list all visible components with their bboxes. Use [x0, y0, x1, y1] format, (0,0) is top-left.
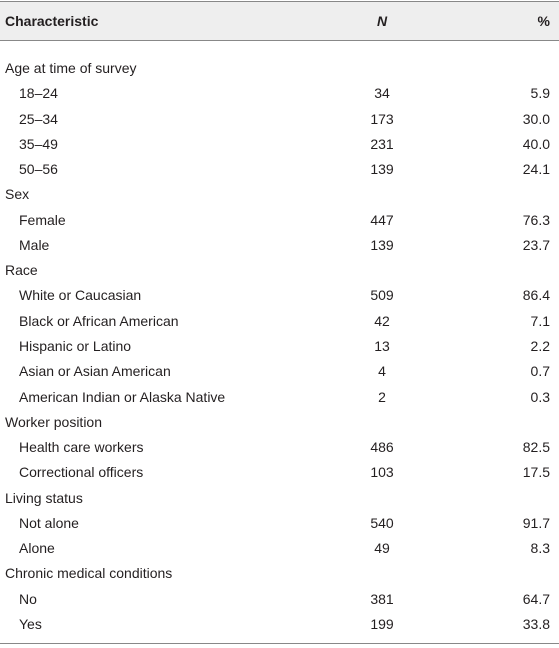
header-background: [0, 2, 559, 40]
row-label: White or Caucasian: [19, 287, 142, 304]
n-value: 199: [370, 615, 394, 632]
percent-value: 33.8: [522, 615, 550, 632]
n-value: 540: [370, 514, 394, 531]
row-label: Male: [19, 236, 50, 253]
percent-value: 40.0: [522, 135, 550, 152]
row-label: Yes: [19, 615, 42, 632]
row-label: Alone: [19, 540, 55, 557]
percent-value: 30.0: [522, 110, 550, 127]
percent-value: 17.5: [522, 464, 550, 481]
n-value: 139: [370, 236, 394, 253]
percent-value: 8.3: [530, 540, 550, 557]
percent-value: 91.7: [522, 514, 550, 531]
percent-value: 7.1: [530, 312, 550, 329]
group-label: Chronic medical conditions: [5, 565, 173, 582]
percent-value: 82.5: [522, 439, 550, 456]
row-label: Black or African American: [19, 312, 179, 329]
row-label: 25–34: [19, 110, 58, 127]
percent-value: 24.1: [522, 161, 550, 178]
row-label: American Indian or Alaska Native: [19, 388, 226, 405]
percent-value: 86.4: [522, 287, 550, 304]
row-label: 18–24: [19, 85, 58, 102]
percent-value: 2.2: [530, 337, 550, 354]
row-label: No: [19, 590, 37, 607]
n-value: 34: [374, 85, 390, 102]
row-label: Asian or Asian American: [19, 363, 171, 380]
n-value: 49: [374, 540, 390, 557]
column-header: Characteristic: [5, 13, 99, 29]
n-value: 381: [370, 590, 394, 607]
percent-value: 64.7: [522, 590, 550, 607]
row-label: Female: [19, 211, 66, 228]
percent-value: 76.3: [522, 211, 550, 228]
column-header: %: [537, 13, 550, 29]
group-label: Race: [5, 262, 38, 279]
top-rule: [0, 1, 559, 2]
percent-value: 23.7: [522, 236, 550, 253]
n-value: 13: [374, 337, 390, 354]
n-value: 139: [370, 161, 394, 178]
n-value: 4: [378, 363, 386, 380]
n-value: 42: [374, 312, 390, 329]
group-label: Age at time of survey: [5, 60, 137, 76]
n-value: 509: [370, 287, 394, 304]
row-label: Health care workers: [19, 439, 144, 456]
n-value: 103: [370, 464, 394, 481]
n-value: 486: [370, 439, 394, 456]
column-header: N: [376, 13, 388, 29]
percent-value: 5.9: [530, 85, 550, 102]
n-value: 447: [370, 211, 394, 228]
n-value: 2: [378, 388, 386, 405]
group-label: Sex: [5, 186, 30, 203]
group-label: Worker position: [5, 413, 103, 430]
percent-value: 0.7: [530, 363, 550, 380]
row-label: Hispanic or Latino: [19, 337, 132, 354]
bottom-rule: [0, 643, 559, 644]
percent-value: 0.3: [530, 388, 550, 405]
n-value: 173: [370, 110, 394, 127]
group-label: Living status: [5, 489, 83, 506]
header-rule: [0, 40, 559, 41]
row-label: Correctional officers: [19, 464, 144, 481]
n-value: 231: [370, 135, 394, 152]
row-label: 50–56: [19, 161, 58, 178]
row-label: Not alone: [19, 514, 79, 531]
row-label: 35–49: [19, 135, 58, 152]
